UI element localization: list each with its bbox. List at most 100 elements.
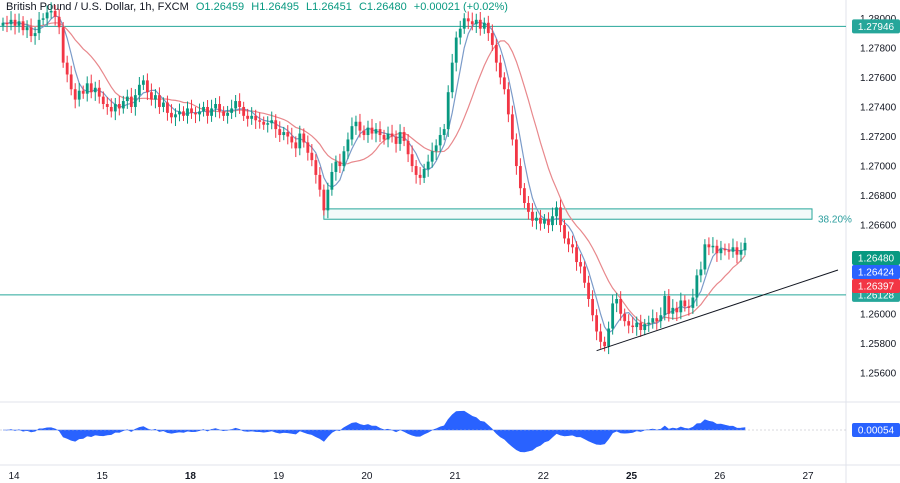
candle-body (631, 325, 635, 328)
candle-body (69, 74, 73, 90)
candle-body (182, 111, 185, 116)
candle-body (238, 101, 242, 107)
candle-body (434, 145, 438, 152)
candle-body (358, 121, 362, 131)
candle-body (418, 174, 422, 178)
candle-body (322, 189, 326, 211)
candle-body (478, 19, 482, 29)
candle-body (539, 217, 542, 224)
candle-body (366, 127, 370, 136)
candle-body (350, 126, 354, 140)
candle-body (186, 108, 189, 116)
candle-body (5, 22, 9, 25)
oscillator-badge (852, 423, 900, 437)
candle-body (234, 101, 238, 109)
candle-body (567, 238, 570, 245)
candle-body (647, 322, 651, 325)
price-level-label: 1.26128 (858, 290, 895, 301)
candle-body (547, 219, 550, 226)
candle-body (85, 83, 89, 94)
x-tick-label: 18 (185, 471, 197, 482)
candle-body (230, 108, 234, 113)
x-tick-label: 25 (626, 471, 638, 482)
fast-moving-average (2, 15, 746, 334)
ohlc-open: O1.26459 (195, 1, 245, 13)
candle-body (1, 22, 5, 26)
candle-body (571, 244, 574, 248)
x-tick-label: 22 (538, 471, 550, 482)
candle-body (671, 307, 675, 314)
candle-body (121, 101, 125, 109)
candle-body (190, 108, 193, 113)
candle-body (210, 108, 213, 116)
candle-body (214, 104, 217, 109)
candle-body (663, 296, 667, 316)
candle-body (426, 161, 430, 170)
candle-body (286, 132, 290, 137)
candle-body (178, 111, 181, 115)
candle-body (254, 115, 258, 121)
candle-body (386, 133, 390, 140)
candle-body (294, 142, 298, 149)
candle-body (482, 22, 486, 29)
x-tick-label: 20 (361, 471, 373, 482)
candle-body (262, 121, 266, 125)
candle-body (611, 303, 615, 329)
candle-body (502, 77, 506, 90)
price-badge-label: 1.26424 (858, 268, 895, 279)
candle-body (579, 262, 582, 267)
candle-body (639, 322, 643, 331)
candle-body (683, 300, 687, 307)
candle-body (41, 18, 45, 20)
candle-body (17, 21, 21, 26)
candle-body (226, 112, 230, 116)
x-tick-label: 21 (450, 471, 462, 482)
slow-moving-average (2, 21, 746, 325)
candle-body (290, 136, 294, 143)
candle-body (527, 202, 530, 212)
candle-body (206, 106, 209, 116)
candle-body (735, 247, 739, 255)
candle-body (535, 217, 538, 221)
candle-body (615, 298, 619, 304)
ohlc-high: H1.26495 (251, 1, 299, 13)
x-tick-label: 14 (8, 471, 20, 482)
candle-body (374, 129, 378, 134)
candle-body (719, 248, 723, 254)
candle-body (37, 19, 41, 34)
candle-body (627, 321, 631, 326)
candle-body (514, 139, 518, 167)
candle-body (45, 12, 49, 19)
candle-body (362, 130, 366, 136)
candle-body (33, 33, 37, 37)
candle-body (125, 96, 129, 102)
price-level-badge (852, 19, 900, 34)
candle-body (707, 244, 711, 248)
candle-body (703, 244, 707, 270)
candle-body (430, 151, 434, 162)
candle-body (494, 44, 498, 63)
candle-body (498, 62, 502, 78)
candle-body (518, 166, 522, 189)
candle-body (310, 152, 314, 161)
candle-body (194, 112, 197, 115)
candle-body (470, 21, 474, 25)
candle-body (382, 135, 386, 140)
candle-body (743, 242, 747, 251)
y-tick-label: 1.26800 (860, 191, 897, 202)
fib-level-label: 38.20% (818, 215, 852, 226)
candle-body (246, 115, 250, 119)
candle-body (715, 245, 719, 254)
candle-body (101, 96, 105, 105)
candle-body (25, 27, 29, 31)
candle-body (695, 275, 699, 298)
candle-body (338, 161, 342, 167)
y-tick-label: 1.25600 (860, 368, 897, 379)
candle-body (510, 114, 514, 140)
price-badge (852, 251, 900, 265)
candle-body (438, 135, 442, 146)
candle-body (137, 84, 141, 96)
candle-body (466, 18, 470, 22)
candle-body (57, 16, 61, 28)
